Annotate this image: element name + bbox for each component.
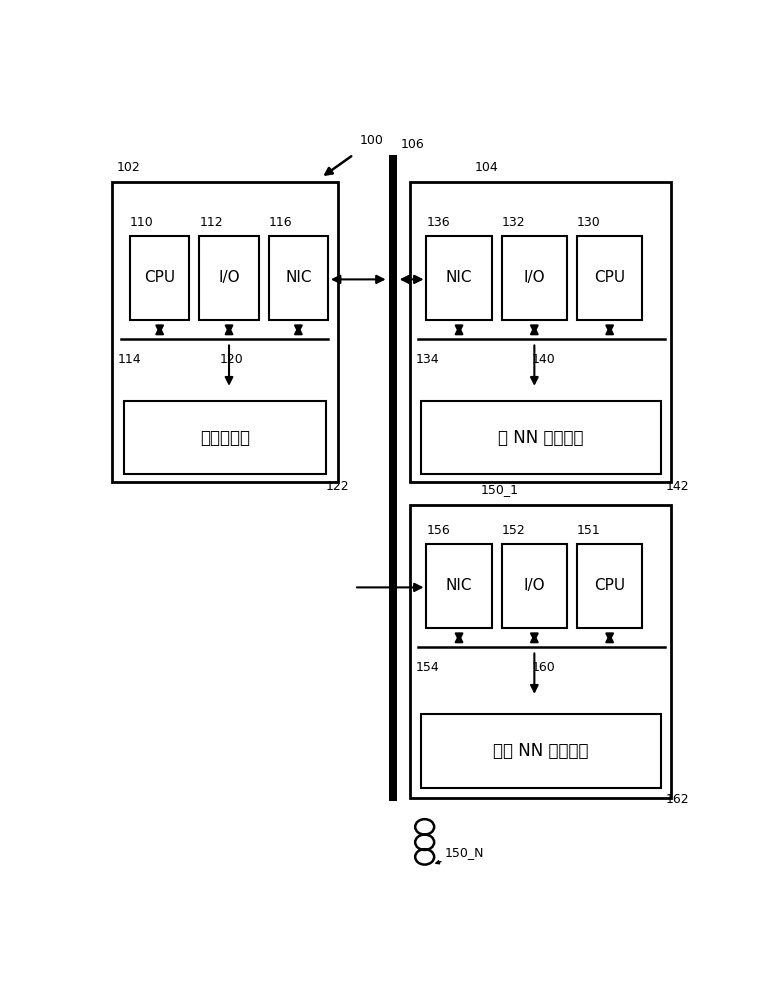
Text: 151: 151 (577, 524, 601, 537)
Bar (577, 544, 643, 628)
Text: 从属 NN 构造模块: 从属 NN 构造模块 (493, 742, 588, 760)
Text: 132: 132 (502, 216, 526, 229)
Text: 102: 102 (116, 161, 140, 174)
Text: 112: 112 (200, 216, 223, 229)
Text: I/O: I/O (523, 270, 545, 285)
Text: 136: 136 (426, 216, 450, 229)
Bar (421, 714, 661, 788)
Bar (410, 505, 671, 798)
Bar (130, 235, 189, 320)
Text: 116: 116 (269, 216, 292, 229)
Text: 100: 100 (360, 134, 383, 147)
Text: 154: 154 (416, 661, 440, 674)
Bar (200, 235, 259, 320)
Text: 162: 162 (666, 793, 689, 806)
Text: 106: 106 (400, 138, 424, 151)
Text: CPU: CPU (594, 270, 625, 285)
Text: 110: 110 (130, 216, 154, 229)
Text: 150_1: 150_1 (481, 483, 519, 496)
Text: 主 NN 构造模块: 主 NN 构造模块 (498, 429, 584, 447)
Bar (389, 155, 397, 801)
Text: NIC: NIC (446, 578, 472, 593)
Text: 客户端模块: 客户端模块 (200, 429, 250, 447)
Bar (502, 235, 567, 320)
Text: 150_N: 150_N (444, 846, 483, 859)
Bar (124, 401, 326, 474)
Text: 114: 114 (118, 353, 142, 366)
Text: 152: 152 (502, 524, 526, 537)
Bar (502, 544, 567, 628)
Text: I/O: I/O (218, 270, 240, 285)
Text: 104: 104 (475, 161, 499, 174)
Text: NIC: NIC (285, 270, 311, 285)
Text: NIC: NIC (446, 270, 472, 285)
Text: 142: 142 (666, 480, 689, 493)
Text: 156: 156 (426, 524, 450, 537)
Bar (426, 544, 492, 628)
Bar (426, 235, 492, 320)
Text: 120: 120 (220, 353, 244, 366)
Bar (410, 182, 671, 482)
Text: 130: 130 (577, 216, 601, 229)
Text: I/O: I/O (523, 578, 545, 593)
Text: CPU: CPU (594, 578, 625, 593)
Bar (112, 182, 337, 482)
Bar (577, 235, 643, 320)
Text: 134: 134 (416, 353, 439, 366)
Text: 160: 160 (532, 661, 555, 674)
Bar (269, 235, 328, 320)
Bar (421, 401, 661, 474)
Text: CPU: CPU (144, 270, 175, 285)
Text: 122: 122 (326, 480, 350, 493)
Text: 140: 140 (532, 353, 555, 366)
